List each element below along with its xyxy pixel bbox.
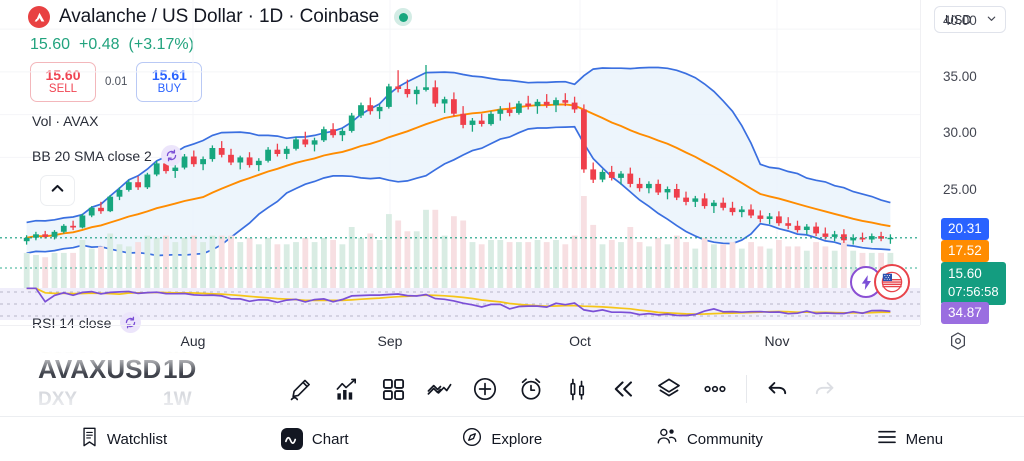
nav-item-watchlist[interactable]: Watchlist: [81, 427, 167, 451]
sell-label: SELL: [48, 83, 78, 96]
price-summary: 15.60 +0.48 (+3.17%): [30, 36, 194, 54]
rsi-legend[interactable]: RSI 14 close: [32, 312, 142, 333]
price-chart[interactable]: [0, 0, 920, 325]
price-tick: 25.00: [943, 181, 977, 197]
redo-button[interactable]: [801, 366, 847, 412]
alerts-button[interactable]: [508, 366, 554, 412]
last-price-badge[interactable]: 15.60 07:56:58: [941, 262, 1006, 305]
nav-label-community: Community: [686, 430, 763, 448]
chevron-up-icon: [50, 181, 65, 201]
nav-label-watchlist: Watchlist: [106, 430, 168, 448]
rsi-badge[interactable]: 34.87: [941, 302, 989, 325]
bottom-navigation: Watchlist Chart Explore Community Menu: [0, 416, 1024, 461]
toolbar-divider: [746, 375, 747, 403]
page-title: Avalanche / US Dollar · 1D · Coinbase: [59, 6, 380, 27]
nav-item-chart[interactable]: Chart: [280, 428, 349, 450]
bollinger-legend[interactable]: BB 20 SMA close 2: [32, 145, 182, 166]
collapse-pane-button[interactable]: [40, 175, 75, 206]
nav-label-menu: Menu: [905, 430, 944, 448]
nav-label-chart: Chart: [311, 430, 349, 448]
chart-toolbar: [0, 362, 1024, 416]
price-tick: 30.00: [943, 125, 977, 141]
bollinger-legend-label: BB 20 SMA close 2: [32, 147, 152, 164]
time-tick: Oct: [569, 333, 591, 349]
people-icon: [656, 427, 678, 451]
refresh-icon[interactable]: [160, 145, 182, 166]
buy-label: BUY: [157, 83, 182, 96]
bollinger-upper-badge[interactable]: 20.31: [941, 218, 989, 241]
chart-type-button[interactable]: [554, 366, 600, 412]
rsi-legend-label: RSI 14 close: [32, 314, 112, 331]
nav-label-explore: Explore: [491, 430, 543, 448]
undo-button[interactable]: [755, 366, 801, 412]
price-change-abs: +0.48: [79, 36, 120, 53]
spread-value: 0.01: [105, 76, 128, 88]
refresh-icon-rsi[interactable]: [120, 312, 142, 333]
market-open-dot-icon: [394, 8, 413, 26]
time-axis[interactable]: Aug Sep Oct Nov: [0, 325, 920, 358]
symbol-interval-picker[interactable]: USDJPY4HAVAXUSD1DDXY1W: [0, 352, 262, 416]
last-price-time: 07:56:58: [948, 284, 999, 300]
price-change-pct: (+3.17%): [128, 36, 194, 53]
picker-fade-mask: [0, 352, 262, 416]
nav-item-community[interactable]: Community: [656, 427, 763, 451]
patterns-button[interactable]: [416, 366, 462, 412]
chevron-down-icon: [986, 13, 997, 27]
indicators-button[interactable]: [324, 366, 370, 412]
more-button[interactable]: [692, 366, 738, 412]
chart-header: Avalanche / US Dollar · 1D · Coinbase 15…: [0, 0, 1024, 106]
last-price: 15.60: [30, 36, 71, 53]
replay-button[interactable]: [600, 366, 646, 412]
nav-item-menu[interactable]: Menu: [877, 429, 944, 449]
list-icon: [81, 427, 98, 451]
price-tick: 35.00: [943, 69, 977, 85]
nav-item-explore[interactable]: Explore: [462, 427, 542, 451]
currency-value: USD: [945, 12, 972, 27]
layers-button[interactable]: [646, 366, 692, 412]
time-tick: Sep: [377, 333, 403, 349]
add-button[interactable]: [462, 366, 508, 412]
compass-icon: [462, 427, 482, 451]
templates-button[interactable]: [370, 366, 416, 412]
price-tick: 40.00: [943, 13, 977, 29]
draw-tools-button[interactable]: [278, 366, 324, 412]
avalanche-logo-icon: [28, 6, 50, 28]
price-axis[interactable]: 40.00 35.00 30.00 25.00 20.31 17.52 15.60 07:56…: [920, 0, 1024, 325]
currency-select[interactable]: USD: [934, 6, 1006, 33]
nut-settings-icon[interactable]: [948, 331, 968, 356]
chart-wave-icon: [280, 428, 303, 450]
symbol-header[interactable]: Avalanche / US Dollar · 1D · Coinbase: [28, 6, 413, 28]
sma-badge[interactable]: 17.52: [941, 240, 989, 263]
time-tick: Nov: [764, 333, 790, 349]
us-flag-coin-icon[interactable]: [874, 264, 910, 300]
hamburger-icon: [877, 429, 897, 449]
volume-legend[interactable]: Vol · AVAX: [32, 113, 99, 129]
time-tick: Aug: [180, 333, 206, 349]
